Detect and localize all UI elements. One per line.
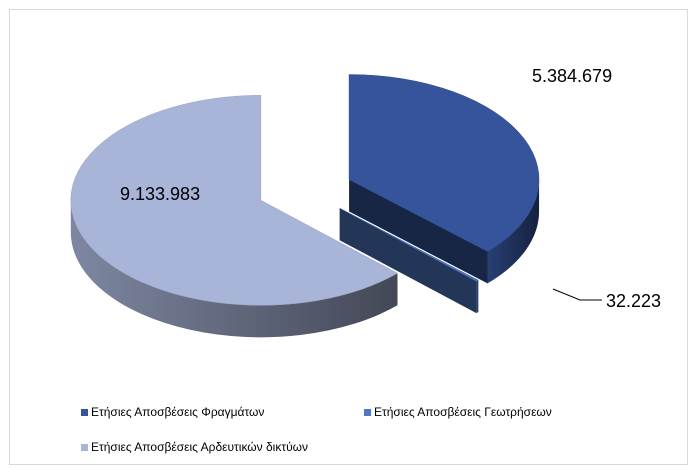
leader-line-boreholes xyxy=(552,288,602,301)
legend-swatch-boreholes xyxy=(364,408,371,416)
slice-wall-boreholes xyxy=(476,280,479,314)
data-label-irrigation: 9.133.983 xyxy=(120,184,200,204)
slice-side-dams-1 xyxy=(349,179,488,284)
pie-slice-irrigation xyxy=(70,95,398,306)
legend-item-boreholes: Ετήσιες Αποσβέσεις Γεωτρήσεων xyxy=(364,405,552,419)
slice-wall-dams xyxy=(487,179,540,284)
legend-label-dams: Ετήσιες Αποσβέσεις Φραγμάτων xyxy=(91,405,265,419)
pie-slice-boreholes xyxy=(339,207,479,282)
legend-swatch-dams xyxy=(81,408,88,416)
legend-item-irrigation: Ετήσιες Αποσβέσεις Αρδευτικών δικτύων xyxy=(81,440,308,454)
data-label-boreholes: 32.223 xyxy=(606,291,661,311)
legend-label-irrigation: Ετήσιες Αποσβέσεις Αρδευτικών δικτύων xyxy=(91,440,309,454)
slice-wall-irrigation xyxy=(70,200,398,338)
slice-side-boreholes-1 xyxy=(339,208,477,314)
legend-label-boreholes: Ετήσιες Αποσβέσεις Γεωτρήσεων xyxy=(374,405,552,419)
pie-slice-dams xyxy=(348,74,540,252)
legend-item-dams: Ετήσιες Αποσβέσεις Φραγμάτων xyxy=(81,405,264,419)
legend-swatch-irrigation xyxy=(81,443,88,451)
data-label-dams: 5.384.679 xyxy=(532,66,612,86)
